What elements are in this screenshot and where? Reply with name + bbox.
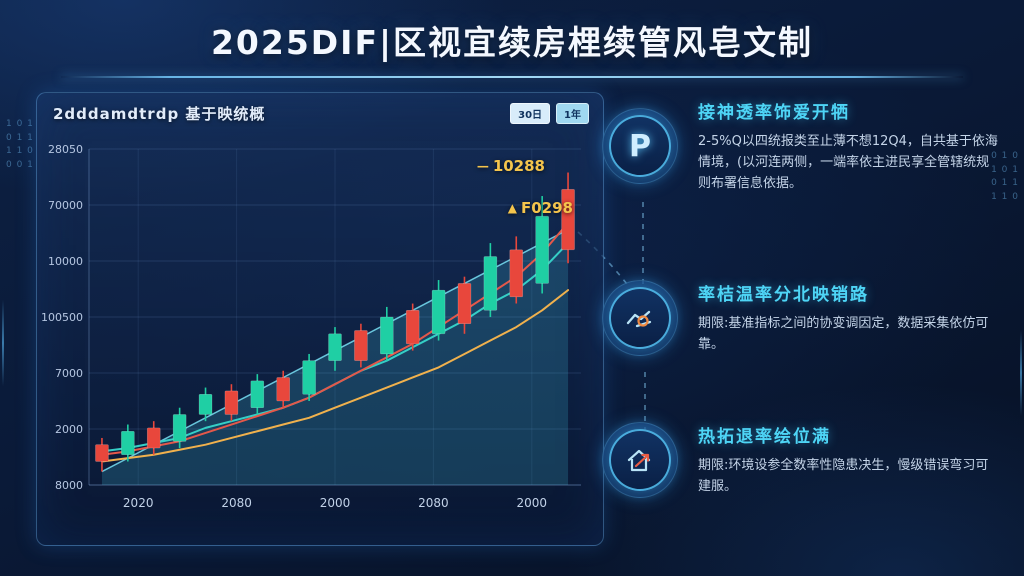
section-1-text: 接神透率饰爱开牺 2-5%Q以四统报类至止薄不想12Q4，自共基于依海情境，(以… [698, 98, 998, 194]
section-1: P 接神透率饰爱开牺 2-5%Q以四统报类至止薄不想12Q4，自共基于依海情境，… [602, 98, 1010, 194]
p-letter: P [629, 128, 651, 164]
title-underline [61, 76, 963, 78]
svg-text:2000: 2000 [55, 423, 83, 436]
section-2-text: 率桔温率分北映销路 期限:基准指标之间的协变调因定，数据采集依仿可靠。 [698, 280, 998, 356]
dash-marker-icon: — [476, 159, 489, 173]
edge-accent-right [1020, 330, 1022, 416]
svg-text:7000: 7000 [55, 367, 83, 380]
section-2-body: 期限:基准指标之间的协变调因定，数据采集依仿可靠。 [698, 316, 989, 352]
candlestick-chart: 28050 70000 10000 100500 7000 2000 8000 2020 208… [41, 143, 581, 510]
icon-ring-3 [602, 422, 678, 498]
edge-accent-left [2, 300, 4, 386]
icon-ring-1: P [602, 108, 678, 185]
price-label-1: — 10288 [477, 157, 545, 175]
house-chart-icon [609, 429, 671, 491]
svg-text:2080: 2080 [418, 496, 449, 510]
range-badges: 30日 1年 [510, 103, 589, 124]
handshake-icon [609, 287, 671, 349]
section-3-body: 期限:环境设参全数率性隐患决生，慢级错误弯习可建服。 [698, 458, 989, 494]
section-1-body: 2-5%Q以四统报类至止薄不想12Q4，自共基于依海情境，(以河连两侧，一端率依… [698, 134, 998, 191]
svg-text:100500: 100500 [41, 311, 83, 324]
svg-text:2000: 2000 [517, 496, 548, 510]
section-3-text: 热拓退率绘位满 期限:环境设参全数率性隐患决生，慢级错误弯习可建服。 [698, 422, 998, 498]
chart-panel: 2dddamdtrdp 基于映统概 30日 1年 28050 70000 10000… [36, 92, 604, 546]
price-label-2: ▲ F0298 [508, 199, 573, 217]
chart-title: 2dddamdtrdp 基于映统概 [53, 105, 266, 123]
svg-text:10000: 10000 [48, 255, 83, 268]
p-icon: P [609, 115, 671, 178]
deco-circuit-left: 1 0 1 0 1 1 1 1 0 0 0 1 [6, 119, 34, 170]
section-3-heading: 热拓退率绘位满 [698, 427, 831, 448]
price-value-2: F0298 [521, 199, 573, 217]
section-1-heading: 接神透率饰爱开牺 [698, 103, 850, 123]
svg-text:28050: 28050 [48, 143, 83, 156]
price-value-1: 10288 [492, 157, 545, 175]
triangle-up-icon: ▲ [507, 201, 517, 215]
svg-text:2020: 2020 [123, 496, 154, 510]
range-badge-2[interactable]: 1年 [556, 103, 589, 124]
svg-text:70000: 70000 [48, 199, 83, 212]
section-3: 热拓退率绘位满 期限:环境设参全数率性隐患决生，慢级错误弯习可建服。 [602, 422, 1010, 498]
icon-ring-2 [602, 280, 678, 356]
deco-circuit-right: 0 1 0 1 0 1 0 1 1 1 1 0 [991, 151, 1019, 202]
svg-text:2000: 2000 [320, 496, 351, 510]
section-2-heading: 率桔温率分北映销路 [698, 285, 869, 306]
svg-text:8000: 8000 [55, 479, 83, 492]
svg-text:2080: 2080 [221, 496, 252, 510]
range-badge-1[interactable]: 30日 [510, 103, 551, 124]
chart-panel-header: 2dddamdtrdp 基于映统概 30日 1年 [53, 103, 589, 124]
section-2: 率桔温率分北映销路 期限:基准指标之间的协变调因定，数据采集依仿可靠。 [602, 280, 1010, 356]
page-title: 2025DIF|区视宜续房梩续管风皂文制 [210, 23, 814, 62]
